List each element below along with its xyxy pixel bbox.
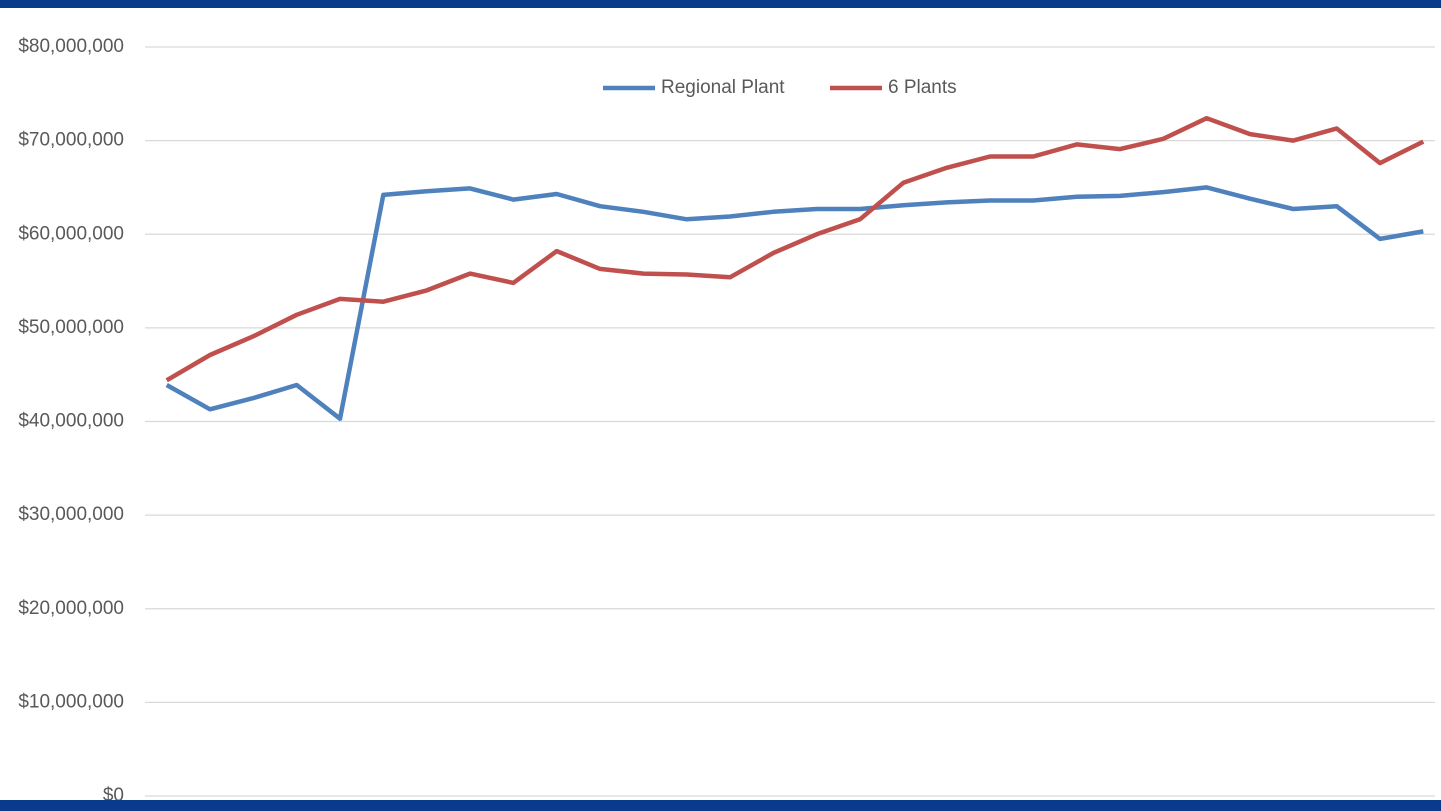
y-tick-label: $60,000,000 [18, 223, 124, 244]
y-tick-label: $20,000,000 [18, 598, 124, 619]
y-tick-label: $30,000,000 [18, 504, 124, 525]
y-tick-label: $10,000,000 [18, 691, 124, 712]
y-tick-label: $50,000,000 [18, 317, 124, 338]
legend-label: 6 Plants [888, 77, 957, 98]
y-tick-label: $70,000,000 [18, 130, 124, 151]
series-line [165, 185, 1424, 421]
plot-area: $0$10,000,000$20,000,000$30,000,000$40,0… [18, 36, 1435, 806]
top-band [0, 0, 1441, 8]
bottom-band [0, 800, 1441, 811]
y-tick-label: $80,000,000 [18, 36, 124, 57]
legend-label: Regional Plant [661, 77, 785, 98]
series-line [165, 115, 1425, 383]
y-tick-label: $40,000,000 [18, 411, 124, 432]
